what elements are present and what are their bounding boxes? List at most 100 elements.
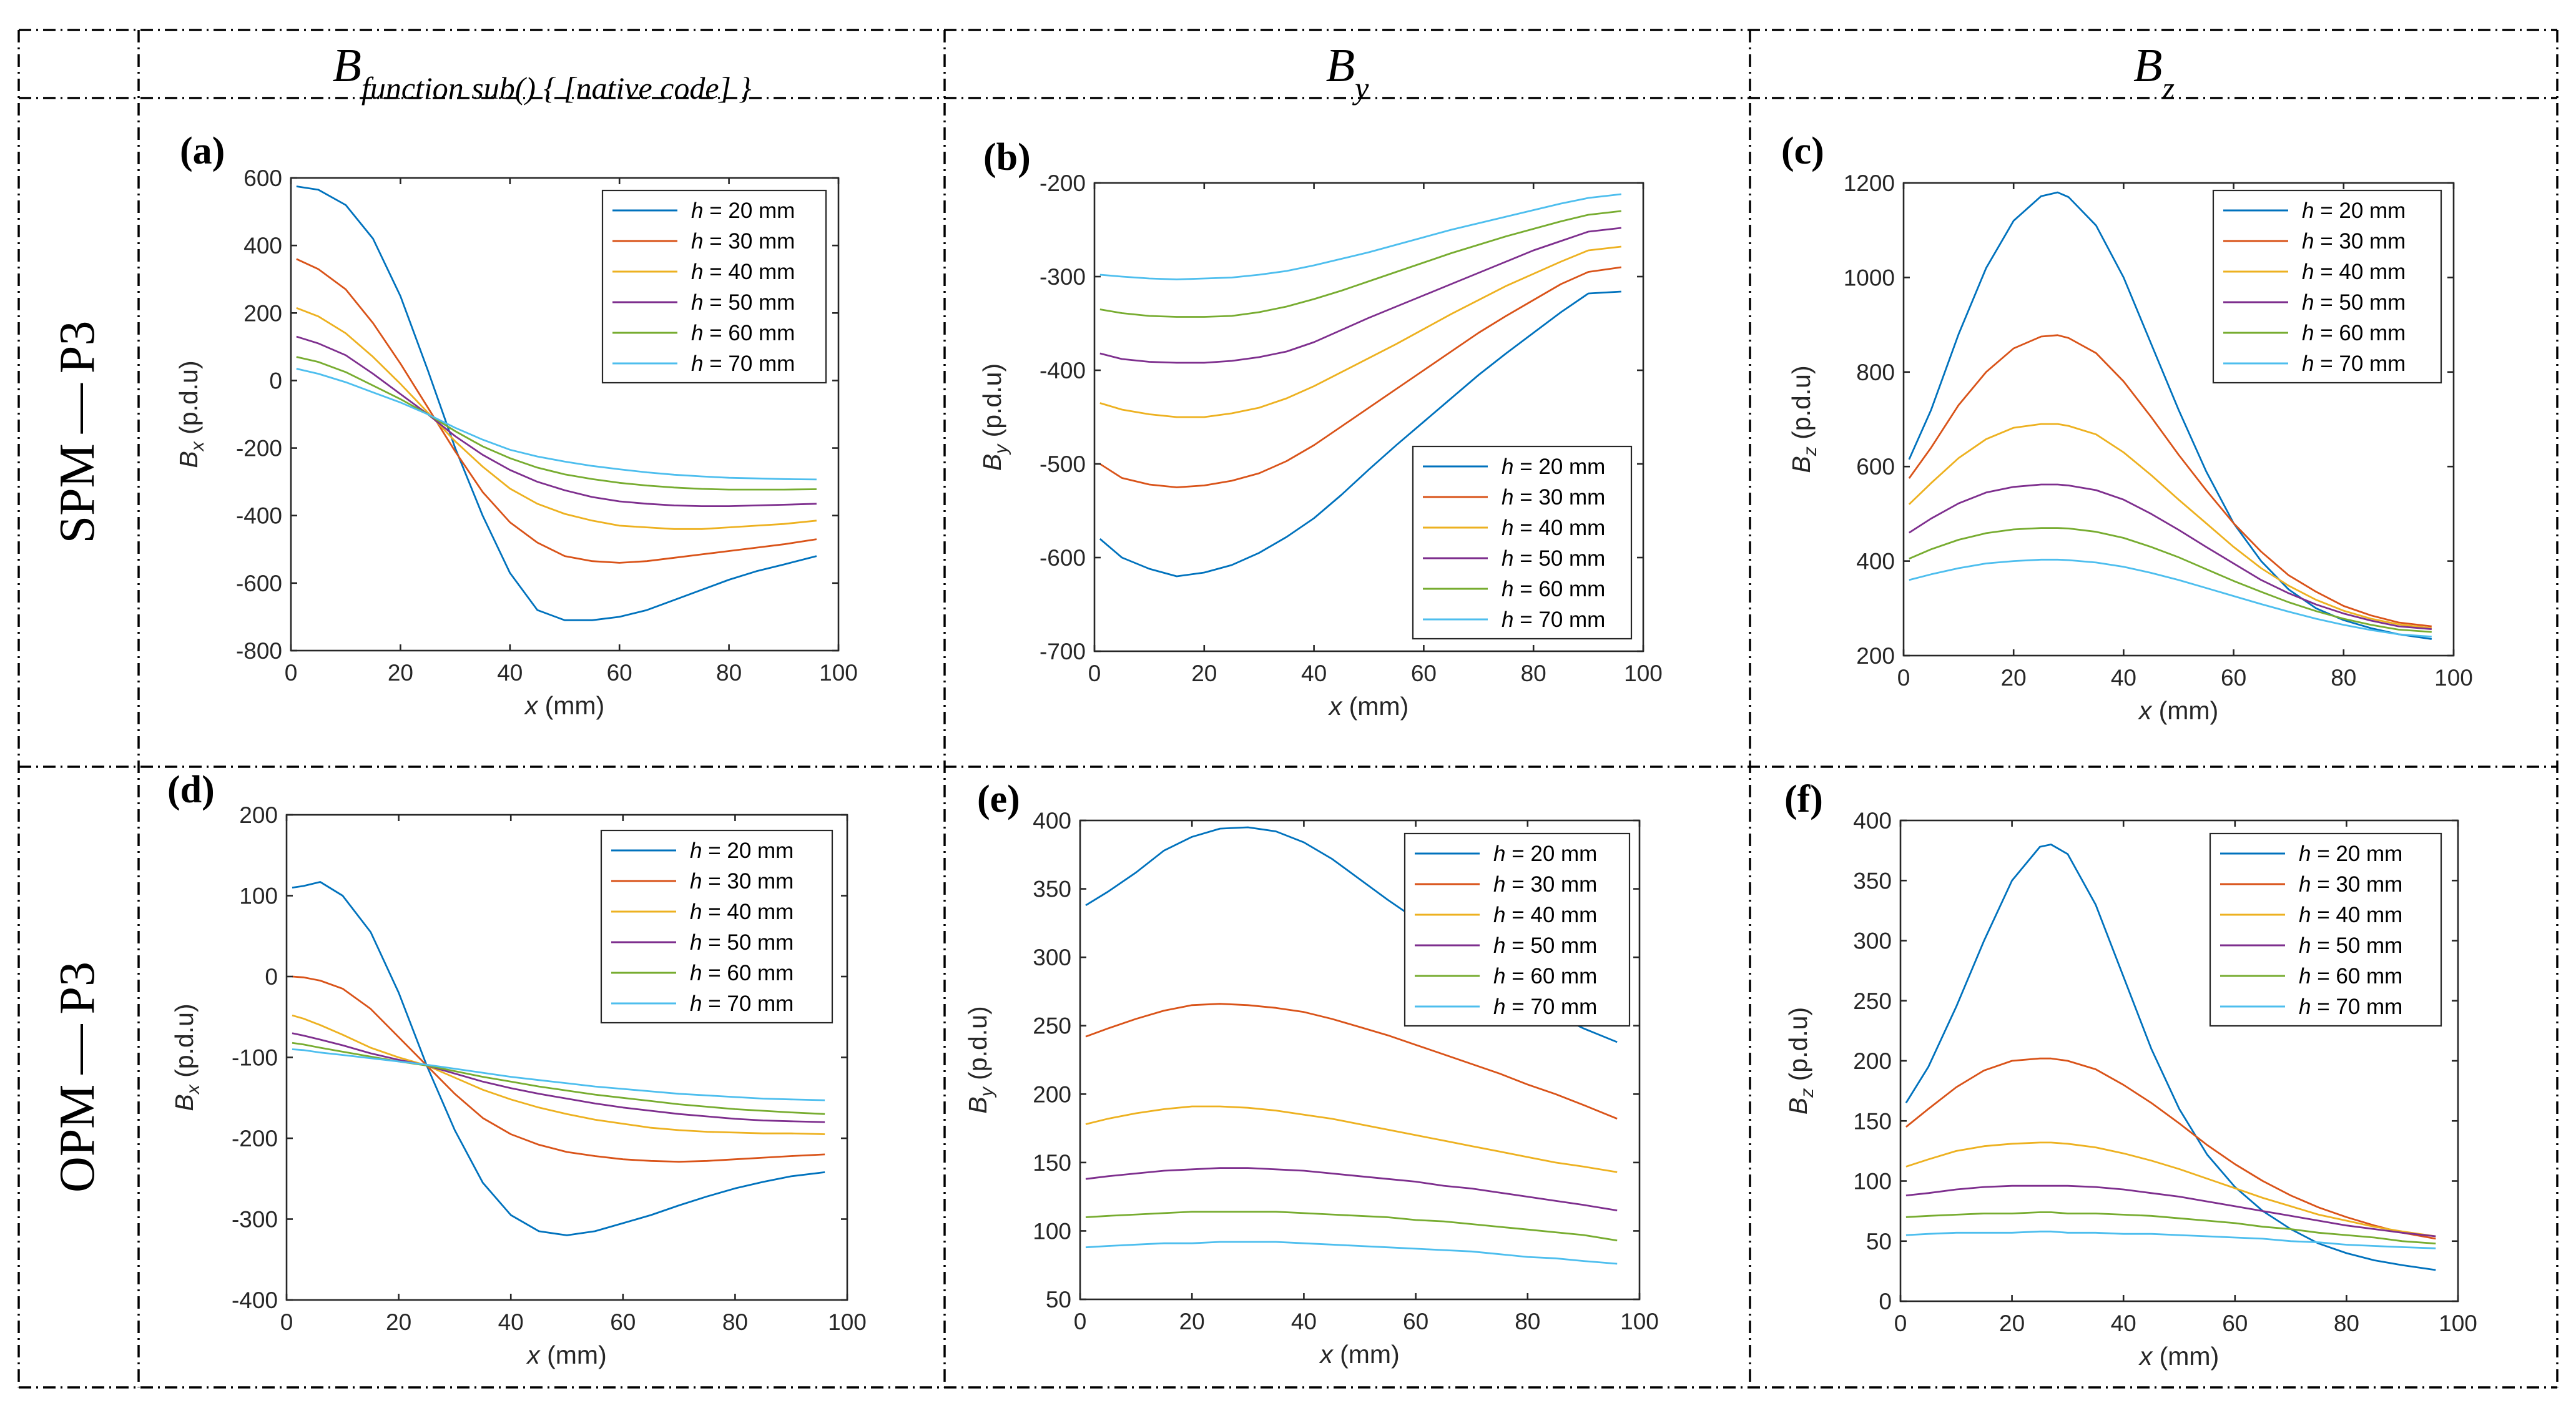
legend-entry: h = 70 mm <box>1502 608 1605 632</box>
row-header-opm: OPM — P3 <box>50 962 105 1193</box>
series-line <box>292 1032 825 1123</box>
axes-box <box>1902 182 2455 657</box>
x-axis-label: x (mm) <box>1328 692 1409 721</box>
chart-f: (f) 0 20 40 60 80 100 0 50 100 150 200 250 300 350 400 x… <box>1784 778 2477 1371</box>
panel-label: (b) <box>983 136 1031 179</box>
x-tick-label: 0 <box>1897 665 1910 691</box>
y-tick-label: 600 <box>243 165 282 191</box>
series-line <box>1908 334 2432 628</box>
legend-box <box>2209 832 2442 1027</box>
legend-entry: h = 40 mm <box>1502 516 1605 540</box>
x-tick-label: 20 <box>1179 1309 1205 1334</box>
legend-entry: h = 20 mm <box>1493 842 1597 866</box>
x-tick-label: 20 <box>388 660 413 686</box>
legend-entry: h = 50 mm <box>1493 933 1597 958</box>
series-line <box>292 881 825 1236</box>
legend-entry: h = 70 mm <box>2302 352 2406 376</box>
series-line <box>1085 1211 1618 1242</box>
y-tick-label: 350 <box>1853 868 1892 893</box>
series-line <box>1099 245 1621 418</box>
legend: h = 20 mm h = 30 mm h = 40 mm h = 50 mm h = … <box>2212 189 2442 384</box>
series-line <box>1905 1230 2436 1249</box>
legend-entry: h = 30 mm <box>690 869 794 893</box>
y-axis-label: Bx (p.d.u) <box>170 1003 204 1111</box>
x-tick-label: 80 <box>1515 1309 1540 1334</box>
x-tick-label: 100 <box>828 1309 867 1335</box>
x-tick-label: 60 <box>2222 1311 2248 1336</box>
y-tick-label: 200 <box>243 300 282 326</box>
y-axis-label: Bz (p.d.u) <box>1787 365 1821 473</box>
y-tick-label: 0 <box>265 964 278 990</box>
y-tick-label: 400 <box>1033 808 1071 834</box>
series-line <box>1905 1184 2436 1238</box>
legend-box <box>2212 189 2442 384</box>
legend-entry: h = 30 mm <box>1502 485 1605 510</box>
series-line <box>1905 844 2436 1271</box>
column-header-by: By <box>1326 39 1369 106</box>
x-axis-label: x (mm) <box>2138 696 2219 725</box>
column-header-bz: Bz <box>2133 39 2175 106</box>
series-line <box>1905 1057 2436 1240</box>
table-grid <box>17 29 2559 1389</box>
y-tick-label: 1000 <box>1844 265 1895 290</box>
legend-entry: h = 50 mm <box>691 290 795 315</box>
y-tick-label: 200 <box>1033 1081 1071 1107</box>
y-axis-label: Bx (p.d.u) <box>174 360 208 468</box>
x-tick-label: 40 <box>498 1309 524 1335</box>
legend-entry: h = 70 mm <box>691 352 795 376</box>
y-tick-label: -400 <box>1040 358 1086 383</box>
y-tick-label: 100 <box>239 884 278 909</box>
x-tick-label: 100 <box>2434 665 2473 691</box>
y-tick-label: 250 <box>1033 1013 1071 1039</box>
legend-box <box>601 189 827 384</box>
legend-entry: h = 30 mm <box>2299 872 2402 897</box>
x-tick-label: 40 <box>1301 661 1327 686</box>
y-tick-label: 300 <box>1033 945 1071 970</box>
x-tick-label: 0 <box>285 660 298 686</box>
x-tick-label: 60 <box>610 1309 636 1335</box>
y-tick-label: 400 <box>243 233 282 258</box>
y-tick-label: -200 <box>232 1126 278 1151</box>
series-line <box>292 975 825 1163</box>
y-tick-label: -200 <box>236 436 282 461</box>
panel-label: (c) <box>1781 130 1824 172</box>
x-axis-label: x (mm) <box>526 1341 607 1369</box>
y-tick-label: 0 <box>269 368 282 393</box>
legend-entry: h = 40 mm <box>1493 903 1597 927</box>
y-tick-label: -300 <box>1040 264 1086 290</box>
y-tick-label: -300 <box>232 1207 278 1233</box>
x-tick-label: 40 <box>497 660 523 686</box>
series-line <box>1085 1241 1618 1265</box>
panel-label: (f) <box>1784 778 1823 820</box>
axes-box <box>1079 819 1641 1301</box>
series-line <box>292 1048 825 1101</box>
x-tick-label: 60 <box>2221 665 2246 691</box>
legend-entry: h = 20 mm <box>1502 455 1605 479</box>
row-header-spm: SPM — P3 <box>50 321 105 544</box>
y-tick-label: 1200 <box>1844 170 1895 196</box>
series-line <box>292 1041 825 1115</box>
panel-label: (e) <box>977 778 1020 820</box>
series-line <box>1099 193 1621 280</box>
column-header-bx: Bfunction sub() { [native code] } <box>332 39 751 106</box>
legend-entry: h = 50 mm <box>2299 933 2402 958</box>
legend-entry: h = 60 mm <box>1493 964 1597 988</box>
series-line <box>1099 210 1621 318</box>
legend-entry: h = 40 mm <box>690 900 794 924</box>
x-tick-label: 100 <box>819 660 858 686</box>
legend-entry: h = 50 mm <box>690 930 794 955</box>
x-tick-label: 80 <box>716 660 742 686</box>
y-tick-label: 150 <box>1033 1150 1071 1176</box>
y-tick-label: 200 <box>1853 1048 1892 1074</box>
legend-entry: h = 30 mm <box>691 229 795 254</box>
series-line <box>1085 1105 1618 1173</box>
x-tick-label: 40 <box>2111 665 2136 691</box>
y-tick-label: -700 <box>1040 639 1086 664</box>
series-line <box>1085 1003 1618 1120</box>
y-axis-label: Bz (p.d.u) <box>1784 1007 1817 1115</box>
series-line <box>292 1014 825 1135</box>
legend-box <box>1404 832 1631 1027</box>
y-tick-label: 50 <box>1866 1229 1892 1254</box>
y-tick-label: 400 <box>1853 808 1892 834</box>
x-tick-label: 0 <box>1894 1311 1907 1336</box>
